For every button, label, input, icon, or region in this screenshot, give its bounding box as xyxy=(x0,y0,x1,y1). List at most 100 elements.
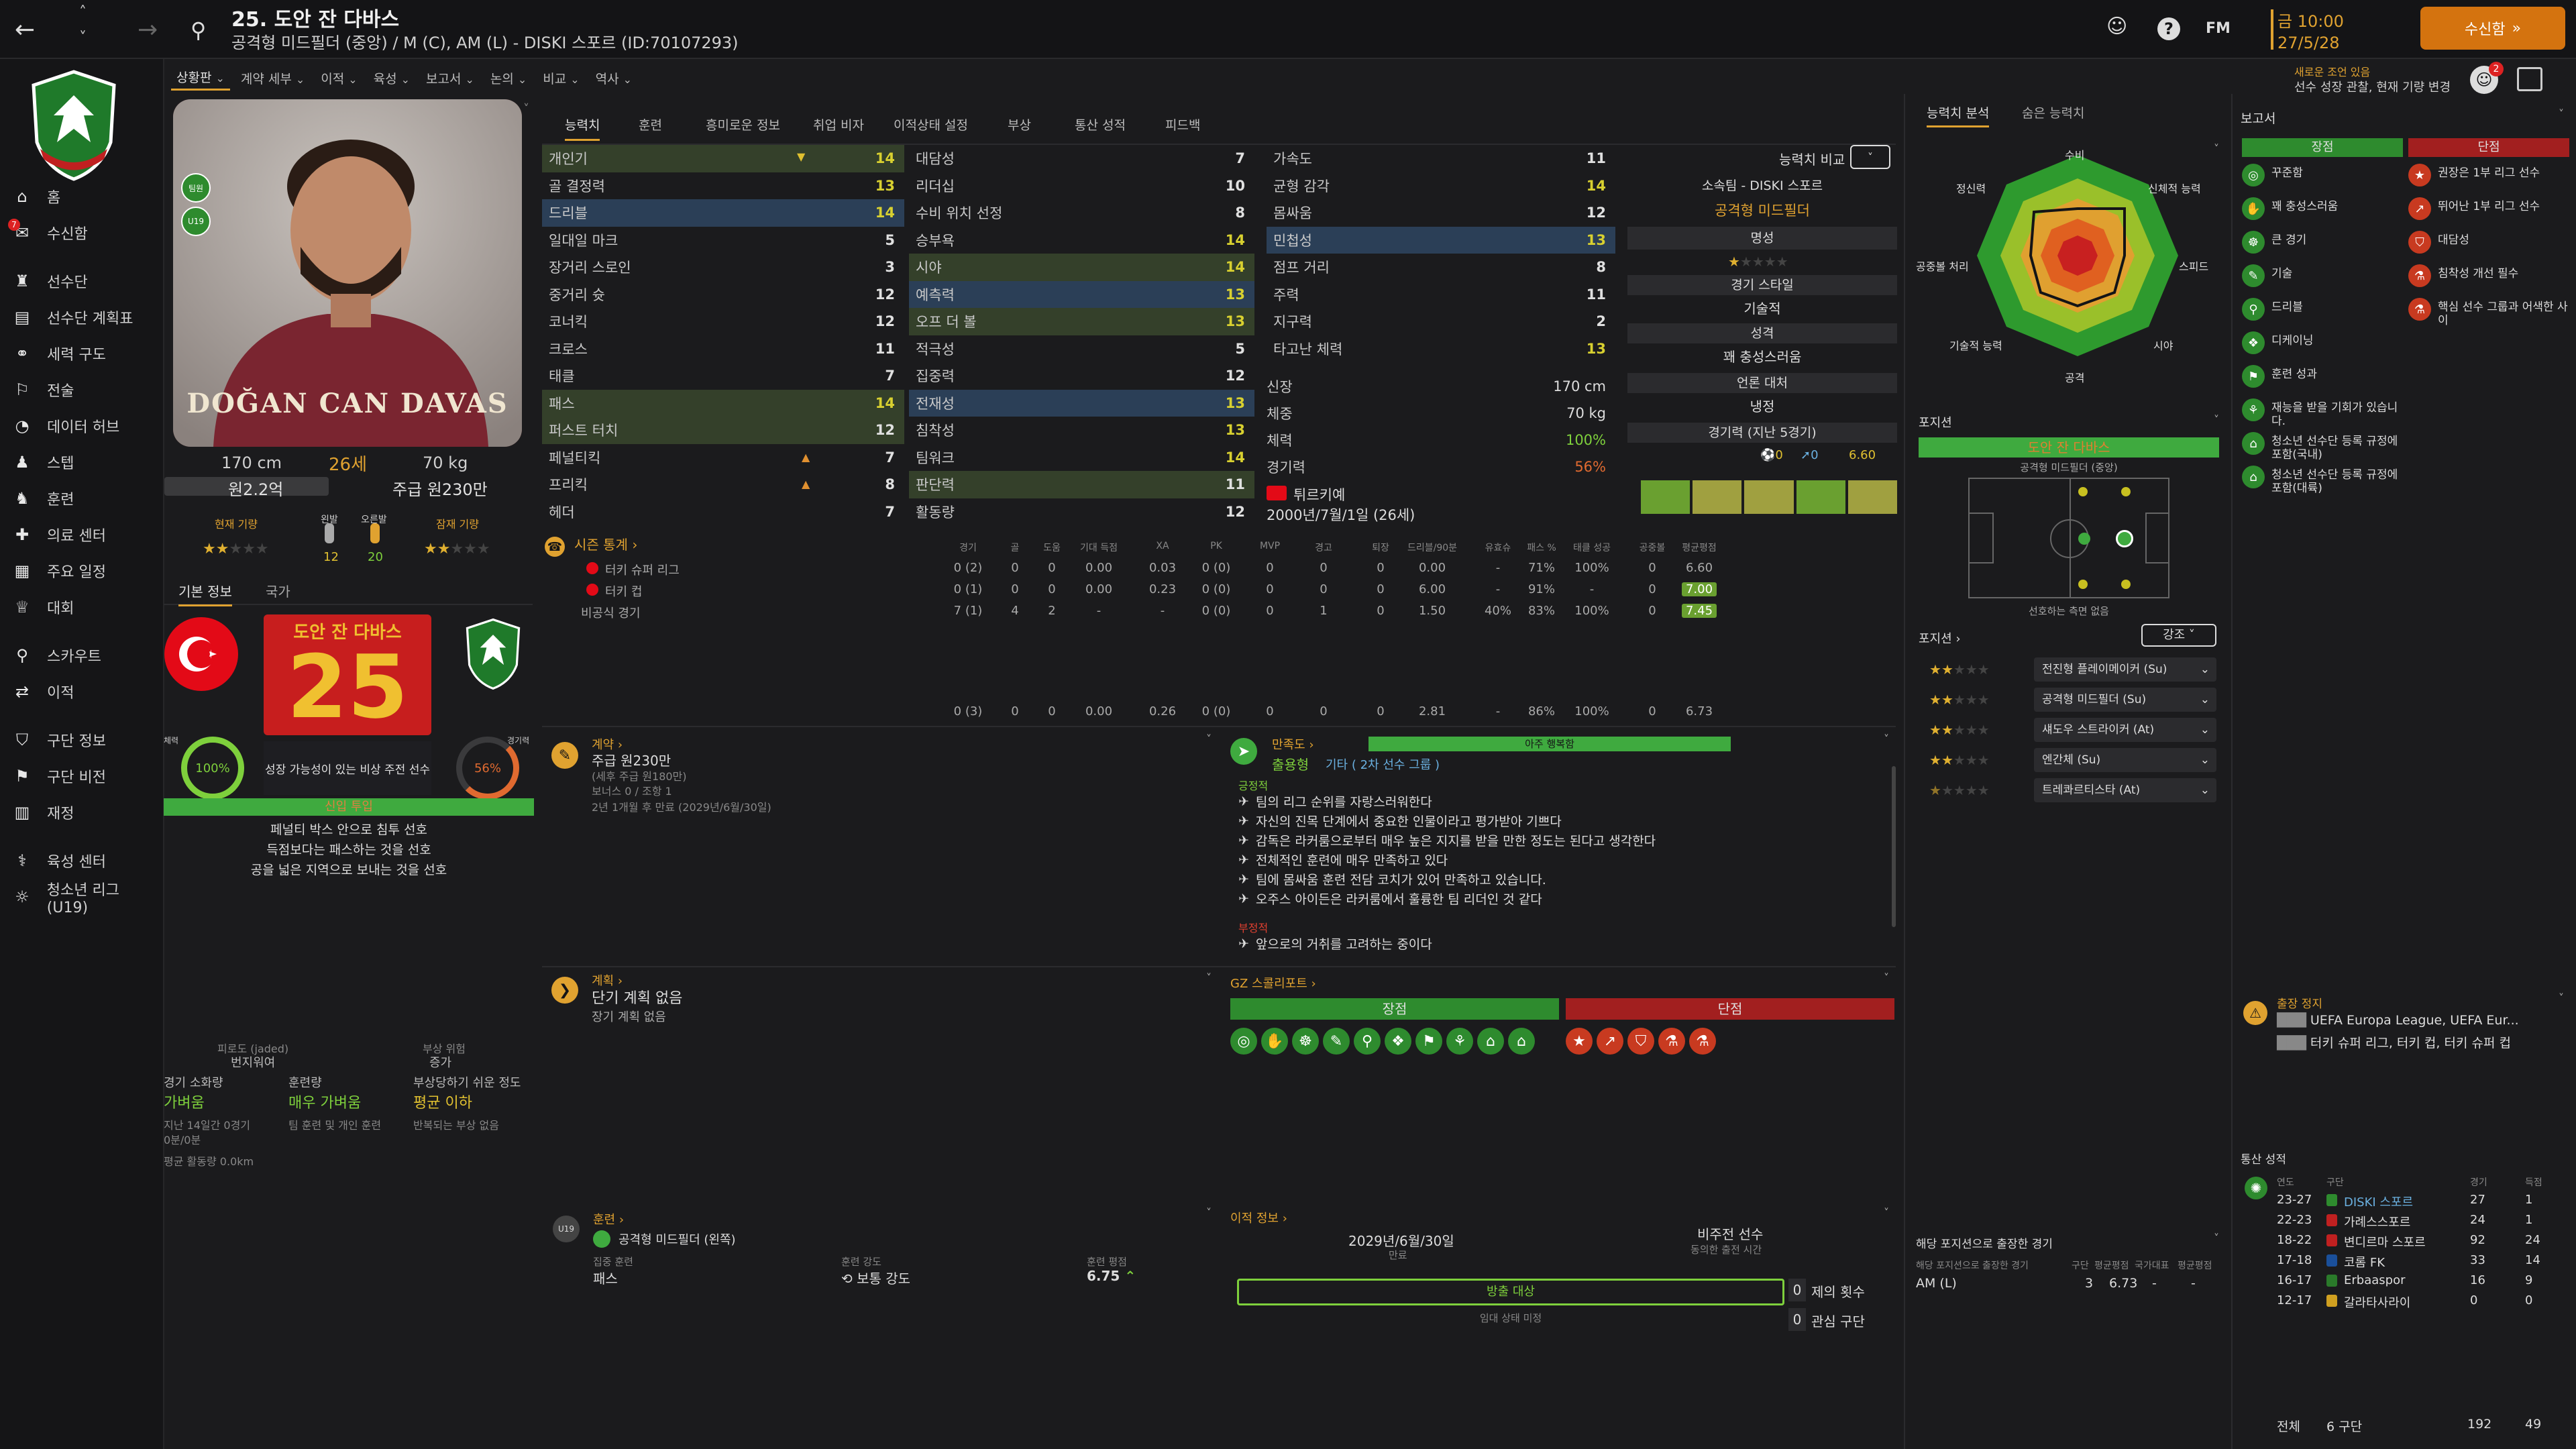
roles-highlight-dropdown[interactable]: 강조 ˅ xyxy=(2141,624,2216,647)
face-icon[interactable]: ☺ xyxy=(2106,15,2128,38)
attribute-row[interactable]: 몸싸움 12 xyxy=(1267,199,1615,227)
tab-6[interactable]: 통산 성적 xyxy=(1075,118,1126,133)
attribute-row[interactable]: 개인기 14 xyxy=(542,145,904,172)
layout-toggle-icon[interactable] xyxy=(2517,67,2542,91)
squad-badge[interactable]: 팀원 xyxy=(181,173,211,203)
role-row[interactable]: ★★★★★ 섀도우 스트라이커 (At) ⌄ xyxy=(1916,715,2223,745)
season-row[interactable]: 터키 컵 0 (1) 0 0 0.00 0.23 0 (0) 0 0 0 6.00 - 91% - 0 7.0… xyxy=(542,580,1896,601)
tab-1[interactable]: 훈련 xyxy=(639,118,662,133)
nav-down-icon[interactable]: ˅ xyxy=(79,30,87,46)
sidebar-item[interactable]: ♞ 훈련 xyxy=(0,480,163,517)
consistency-icon[interactable]: ◎ xyxy=(1230,1028,1257,1055)
sidebar-item[interactable]: ☼ 청소년 리그 (U19) xyxy=(0,879,163,916)
help-icon[interactable]: ? xyxy=(2157,17,2180,40)
attribute-row[interactable]: 적극성 5 xyxy=(909,335,1254,363)
career-row[interactable]: 16-17 Erbaaspor 16 9 xyxy=(2239,1271,2572,1291)
plans-caret[interactable]: ˅ xyxy=(1206,971,1212,984)
dribbling-icon[interactable]: ⚲ xyxy=(1354,1028,1381,1055)
star-icon[interactable]: ★ xyxy=(1566,1028,1593,1055)
analysis-caret[interactable]: ˅ xyxy=(2214,142,2219,155)
sidebar-item[interactable]: ⛉ 구단 정보 xyxy=(0,722,163,758)
attribute-row[interactable]: 크로스 11 xyxy=(542,335,904,363)
collapse-caret[interactable]: ˅ xyxy=(523,102,529,116)
career-row[interactable]: 22-23 가례스스포르 24 1 xyxy=(2239,1210,2572,1230)
attribute-row[interactable]: 시야 14 xyxy=(909,254,1254,281)
attribute-row[interactable]: 대담성 7 xyxy=(909,145,1254,172)
composure-icon[interactable]: ⚗ xyxy=(1658,1028,1685,1055)
submenu-item[interactable]: 계약 세부 ⌄ xyxy=(235,66,310,90)
search-icon[interactable]: ⚲ xyxy=(191,17,207,43)
potential-icon[interactable]: ⚘ xyxy=(1446,1028,1473,1055)
attribute-row[interactable]: 골 결정력 13 xyxy=(542,172,904,200)
suspension-caret[interactable]: ˅ xyxy=(2559,991,2564,1004)
tab-hidden-attributes[interactable]: 숨은 능력치 xyxy=(2022,106,2085,121)
satisfaction-caret[interactable]: ˅ xyxy=(1884,733,1889,745)
report-con-item[interactable]: ⛉ 대담성 xyxy=(2408,231,2572,264)
tab-0[interactable]: 능력치 xyxy=(565,115,600,141)
attribute-row[interactable]: 판단력 11 xyxy=(909,471,1254,498)
role-select[interactable]: 엔간체 (Su) ⌄ xyxy=(2034,748,2216,772)
sidebar-item[interactable]: ⚭ 세력 구도 xyxy=(0,335,163,372)
submenu-item[interactable]: 논의 ⌄ xyxy=(485,66,532,90)
attribute-row[interactable]: 점프 거리 8 xyxy=(1267,254,1615,281)
plans-title[interactable]: 계획 › xyxy=(592,974,623,988)
sidebar-item[interactable]: ⌂ 홈 xyxy=(0,178,163,215)
trend-icon[interactable]: ↗ xyxy=(1597,1028,1623,1055)
attribute-row[interactable]: 패스 14 xyxy=(542,389,904,417)
report-pro-item[interactable]: ⚲ 드리블 xyxy=(2242,298,2406,331)
role-select[interactable]: 트레콰르티스타 (At) ⌄ xyxy=(2034,778,2216,802)
attribute-row[interactable]: 균형 감각 14 xyxy=(1267,172,1615,200)
report-pro-item[interactable]: ⚑ 훈련 성과 xyxy=(2242,365,2406,398)
report-pro-item[interactable]: ⌂ 청소년 선수단 등록 규정에 포함(국내) xyxy=(2242,432,2406,466)
roles-title[interactable]: 포지션 › xyxy=(1919,632,1961,646)
submenu-item[interactable]: 보고서 ⌄ xyxy=(421,66,480,90)
attribute-row[interactable]: 헤더 7 xyxy=(542,498,904,526)
big-match-icon[interactable]: ☸ xyxy=(1292,1028,1319,1055)
role-row[interactable]: ★★★★★ 전진형 플레이메이커 (Su) ⌄ xyxy=(1916,655,2223,685)
submenu-item[interactable]: 육성 ⌄ xyxy=(368,66,415,90)
report-pro-item[interactable]: ☸ 큰 경기 xyxy=(2242,231,2406,264)
tab-5[interactable]: 부상 xyxy=(1008,118,1031,133)
role-row[interactable]: ★★★★★ 엔간체 (Su) ⌄ xyxy=(1916,745,2223,775)
training-icon[interactable]: ⚑ xyxy=(1415,1028,1442,1055)
role-select[interactable]: 공격형 미드필더 (Su) ⌄ xyxy=(2034,688,2216,712)
intensity-value[interactable]: ⟲ 보통 강도 xyxy=(841,1271,911,1287)
u19-badge[interactable]: U19 xyxy=(181,207,211,236)
tab-2[interactable]: 흥미로운 정보 xyxy=(706,118,780,133)
training-title[interactable]: 훈련 › xyxy=(593,1213,625,1227)
attribute-row[interactable]: 수비 위치 선정 8 xyxy=(909,199,1254,227)
attribute-row[interactable]: 퍼스트 터치 12 xyxy=(542,417,904,444)
sidebar-item[interactable]: ▤ 선수단 계획표 xyxy=(0,299,163,335)
attribute-row[interactable]: 민첩성 13 xyxy=(1267,226,1615,254)
gz-title[interactable]: GZ 스콜리포트 › xyxy=(1230,977,1316,991)
homegrown-icon[interactable]: ⌂ xyxy=(1477,1028,1504,1055)
tab-4[interactable]: 이적상태 설정 xyxy=(894,118,968,133)
report-pro-item[interactable]: ◎ 꾸준함 xyxy=(2242,164,2406,197)
fm-logo[interactable]: FM xyxy=(2206,20,2231,37)
role-select[interactable]: 전진형 플레이메이커 (Su) ⌄ xyxy=(2034,657,2216,682)
submenu-item[interactable]: 역사 ⌄ xyxy=(590,66,637,90)
sidebar-item[interactable]: ◔ 데이터 허브 xyxy=(0,408,163,444)
attribute-row[interactable]: 일대일 마크 5 xyxy=(542,227,904,254)
played-caret[interactable]: ˅ xyxy=(2214,1232,2219,1244)
report-con-item[interactable]: ★ 권장은 1부 리그 선수 xyxy=(2408,164,2572,197)
career-row[interactable]: 17-18 코롬 FK 33 14 xyxy=(2239,1250,2572,1271)
attribute-row[interactable]: 전재성 13 xyxy=(909,389,1254,417)
attribute-row[interactable]: 주력 11 xyxy=(1267,281,1615,309)
role-row[interactable]: ★★★★★ 공격형 미드필더 (Su) ⌄ xyxy=(1916,685,2223,715)
report-pro-item[interactable]: ✋ 꽤 충성스러움 xyxy=(2242,197,2406,231)
sidebar-item[interactable]: ▥ 재정 xyxy=(0,794,163,830)
tab-analysis[interactable]: 능력치 분석 xyxy=(1927,103,1990,127)
tab-basic-info[interactable]: 기본 정보 xyxy=(178,581,232,606)
sidebar-item[interactable]: ▦ 주요 일정 xyxy=(0,553,163,589)
report-pro-item[interactable]: ⚘ 재능을 받을 기회가 있습니다. xyxy=(2242,398,2406,432)
attribute-row[interactable]: 리더십 10 xyxy=(909,172,1254,200)
tab-7[interactable]: 피드백 xyxy=(1165,118,1201,133)
dropdown-arrow-icon[interactable]: ▼ xyxy=(797,150,806,163)
tab-nation[interactable]: 국가 xyxy=(266,584,290,600)
nav-up-icon[interactable]: ˄ xyxy=(79,4,87,21)
report-con-item[interactable]: ↗ 뛰어난 1부 리그 선수 xyxy=(2408,197,2572,231)
attribute-row[interactable]: 장거리 스로인 3 xyxy=(542,254,904,281)
notice-text[interactable]: 선수 성장 관찰, 현재 기량 변경 xyxy=(2294,80,2451,95)
submenu-item[interactable]: 이적 ⌄ xyxy=(315,66,362,90)
